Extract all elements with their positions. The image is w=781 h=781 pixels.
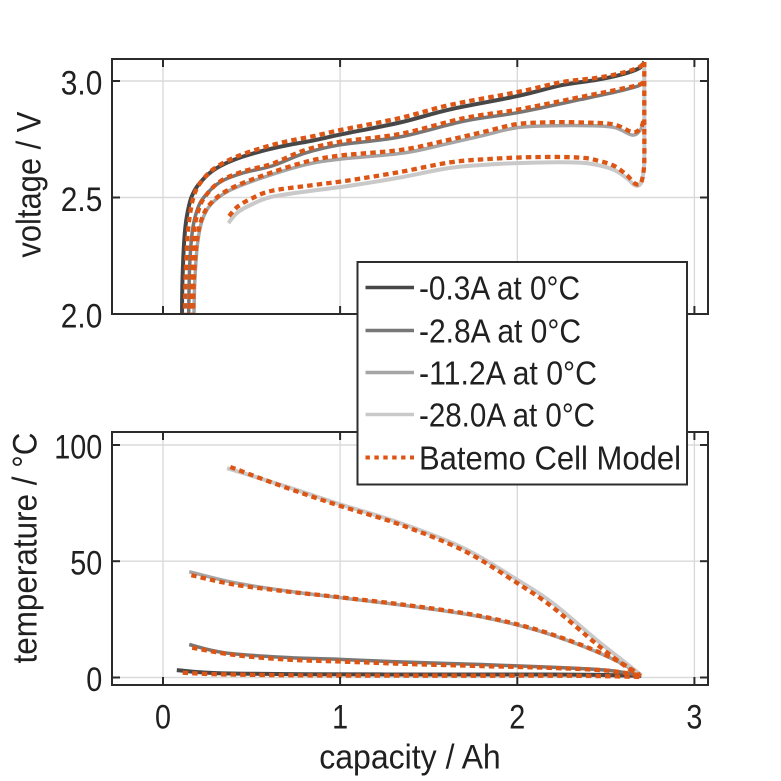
svg-text:voltage / V: voltage / V bbox=[11, 112, 49, 258]
svg-text:-28.0A at 0°C: -28.0A at 0°C bbox=[419, 397, 595, 434]
svg-text:2.0: 2.0 bbox=[61, 298, 103, 336]
svg-text:capacity / Ah: capacity / Ah bbox=[319, 739, 501, 777]
svg-text:100: 100 bbox=[54, 428, 102, 466]
svg-text:3.0: 3.0 bbox=[61, 65, 103, 103]
svg-text:-11.2A at 0°C: -11.2A at 0°C bbox=[419, 355, 597, 392]
svg-text:-2.8A at 0°C: -2.8A at 0°C bbox=[419, 313, 581, 350]
svg-text:3: 3 bbox=[686, 699, 702, 737]
svg-text:0: 0 bbox=[86, 661, 102, 699]
svg-text:2: 2 bbox=[509, 699, 525, 737]
svg-text:50: 50 bbox=[70, 545, 102, 583]
svg-text:1: 1 bbox=[332, 699, 348, 737]
svg-text:Batemo Cell Model: Batemo Cell Model bbox=[419, 440, 681, 477]
svg-text:-0.3A at 0°C: -0.3A at 0°C bbox=[419, 270, 580, 307]
svg-text:temperature / °C: temperature / °C bbox=[7, 433, 45, 664]
svg-text:0: 0 bbox=[155, 699, 171, 737]
svg-text:2.5: 2.5 bbox=[61, 181, 103, 219]
